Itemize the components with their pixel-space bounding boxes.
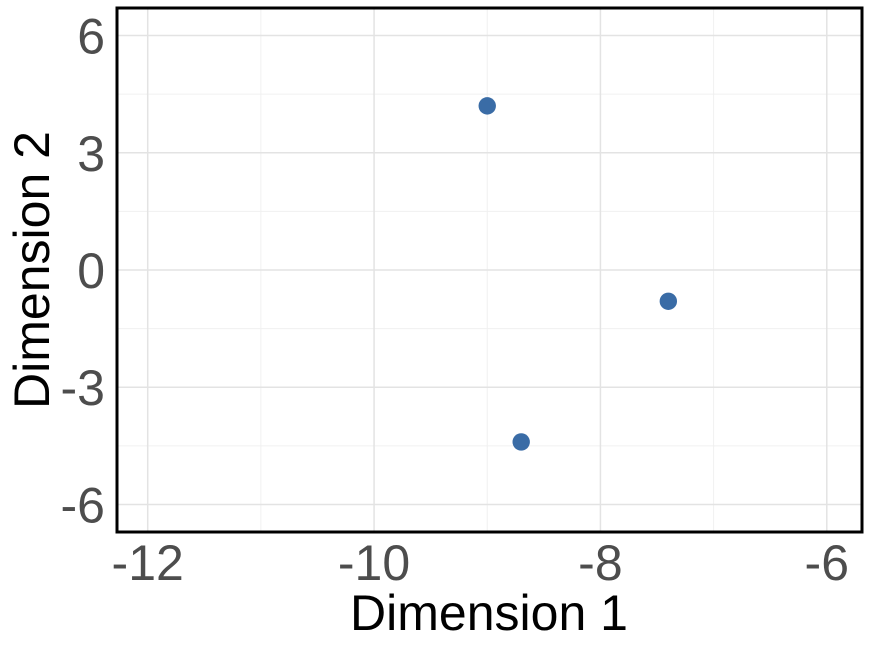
data-points	[478, 97, 678, 451]
data-point	[478, 97, 496, 115]
x-axis-title: Dimension 1	[350, 585, 628, 641]
y-axis-title: Dimension 2	[4, 131, 60, 409]
x-axis-tick-labels: -12 -10 -8 -6	[112, 535, 849, 591]
y-tick-label: -6	[61, 477, 105, 533]
panel-border	[115, 6, 864, 534]
x-tick-label: -12	[112, 535, 184, 591]
y-axis-tick-labels: -6 -3 0 3 6	[61, 9, 105, 534]
y-tick-label: 0	[77, 243, 105, 299]
data-point	[659, 292, 678, 310]
y-tick-label: 6	[77, 9, 105, 65]
x-tick-label: -10	[338, 535, 410, 591]
y-tick-label: 3	[77, 126, 105, 182]
y-tick-label: -3	[61, 360, 105, 416]
data-point	[512, 433, 530, 451]
gridlines-major	[116, 7, 863, 533]
x-tick-label: -6	[805, 535, 849, 591]
x-tick-label: -8	[578, 535, 622, 591]
